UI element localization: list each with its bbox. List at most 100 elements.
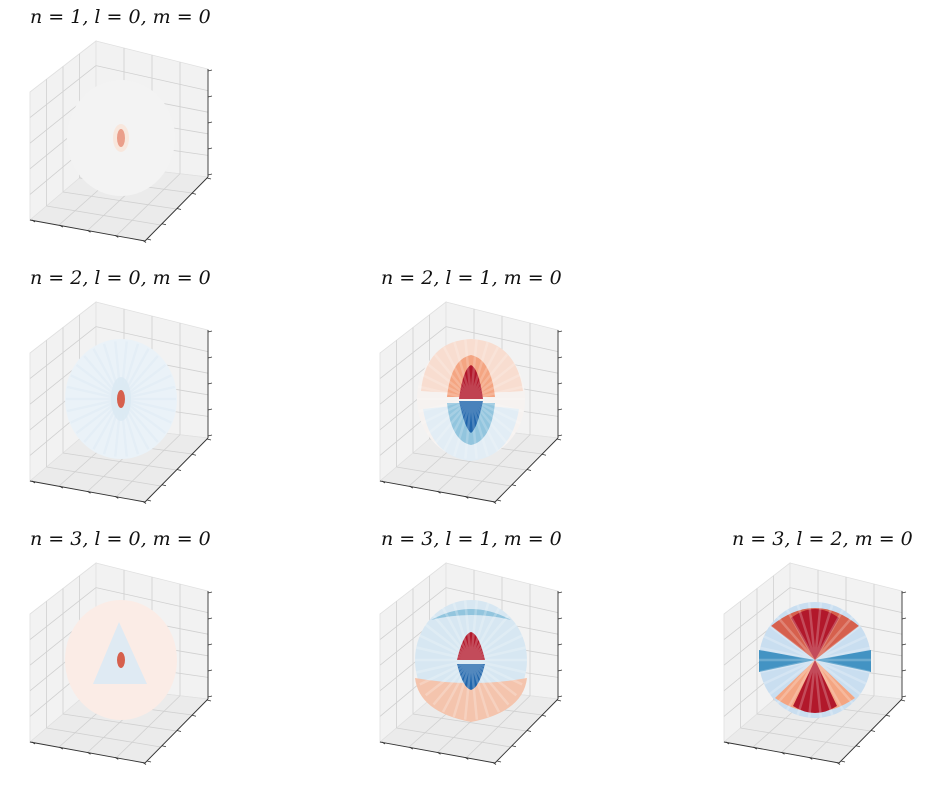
y-tick (556, 699, 562, 702)
surface-ray (814, 646, 871, 662)
surface-ray (441, 659, 473, 713)
z-tick (557, 643, 563, 646)
z-tick (207, 121, 213, 124)
upper-lobe-core (459, 365, 483, 399)
y-tick (206, 438, 212, 441)
surface-ray (813, 659, 823, 718)
z-tick (207, 643, 213, 646)
y-tick (526, 730, 532, 732)
y-tick (556, 438, 562, 441)
surface-ray (470, 614, 510, 661)
orbital-panel-1-0-0: n = 1, l = 0, m = 0 (18, 0, 240, 250)
surface-ray (452, 602, 473, 661)
y-tick (146, 760, 152, 763)
surface-ray (814, 659, 854, 704)
upper-lobe-core (791, 609, 839, 660)
surface-ray (415, 658, 472, 674)
x-tick (409, 746, 413, 750)
surface-ray (814, 659, 862, 696)
z-tick (901, 643, 907, 646)
surface-ray (463, 600, 473, 661)
surface-ray (814, 658, 867, 685)
surface-ray (469, 600, 479, 661)
y-tick (541, 714, 547, 717)
outer-red-shell (415, 678, 527, 722)
orbital-panel-2-1-0: n = 2, l = 1, m = 0 (368, 261, 590, 511)
axes-3d (29, 562, 213, 765)
x-tick (115, 757, 119, 760)
panel-title: n = 2, l = 1, m = 0 (381, 267, 562, 289)
surface-ray (768, 624, 816, 661)
x-tick (31, 741, 36, 745)
z-tick (557, 382, 563, 385)
z-tick (207, 434, 213, 437)
z-tick (901, 617, 907, 620)
y-tick (191, 714, 197, 717)
panel-title: n = 3, l = 0, m = 0 (30, 528, 211, 550)
z-tick (901, 669, 907, 672)
orbital-panel-2-0-0: n = 2, l = 0, m = 0 (18, 261, 240, 511)
y-tick (900, 699, 906, 702)
right-equator-lobe (815, 650, 871, 672)
orbital-panel-3-1-0: n = 3, l = 1, m = 0 (368, 522, 590, 772)
surface-ray (469, 346, 500, 400)
y-axis-line (144, 437, 209, 503)
x-tick (87, 229, 91, 233)
y-tick (161, 745, 167, 748)
x-tick (142, 240, 147, 243)
surface-ray (470, 398, 516, 436)
x-tick (492, 501, 497, 504)
inner-red-lobe (457, 632, 485, 660)
surface-ray (470, 397, 521, 425)
surface-ray (426, 362, 472, 400)
x-tick (31, 480, 36, 484)
surface-ray (785, 659, 817, 711)
surface-ray (421, 397, 472, 425)
x-tick (836, 762, 841, 765)
left-equator-lobe (759, 650, 815, 672)
y-tick (191, 453, 197, 456)
y-tick (191, 192, 197, 195)
orbital-surface (65, 600, 177, 720)
x-tick (753, 746, 757, 750)
surface-ray (432, 659, 472, 706)
z-tick (207, 173, 213, 176)
x-tick (809, 757, 813, 760)
surface-ray (470, 623, 518, 661)
panel-title: n = 1, l = 0, m = 0 (30, 6, 211, 28)
y-axis-line (494, 698, 559, 764)
surface-ray (453, 341, 473, 400)
axes-3d (29, 301, 213, 504)
y-tick (541, 453, 547, 456)
surface-ray (433, 398, 472, 445)
z-tick (207, 356, 213, 359)
surface-ray (813, 659, 845, 711)
surface-ray (469, 398, 489, 457)
surface-ray (419, 634, 472, 662)
y-tick (840, 760, 846, 763)
surface-ray (470, 659, 518, 697)
surface-ray (470, 646, 527, 662)
grid-line (62, 713, 177, 732)
z-tick (207, 147, 213, 150)
surface-ray (813, 659, 834, 716)
orbital-surface (67, 80, 175, 196)
lower-lobe-core (793, 660, 837, 713)
surface-ray (419, 658, 472, 686)
surface-ray (432, 614, 472, 661)
lower-lobe-core (459, 401, 483, 433)
surface-ray (442, 398, 473, 452)
surface-ray (415, 646, 472, 662)
surface-ray (470, 398, 509, 445)
surface-ray (470, 658, 523, 686)
surface-ray (763, 635, 816, 662)
orbital-surface (65, 339, 177, 459)
z-tick (207, 408, 213, 411)
x-tick (437, 490, 441, 494)
x-tick (409, 485, 413, 489)
y-tick (496, 499, 502, 502)
surface-ray (417, 397, 472, 413)
x-tick (115, 496, 119, 499)
surface-halo (113, 124, 129, 152)
z-tick (557, 669, 563, 672)
